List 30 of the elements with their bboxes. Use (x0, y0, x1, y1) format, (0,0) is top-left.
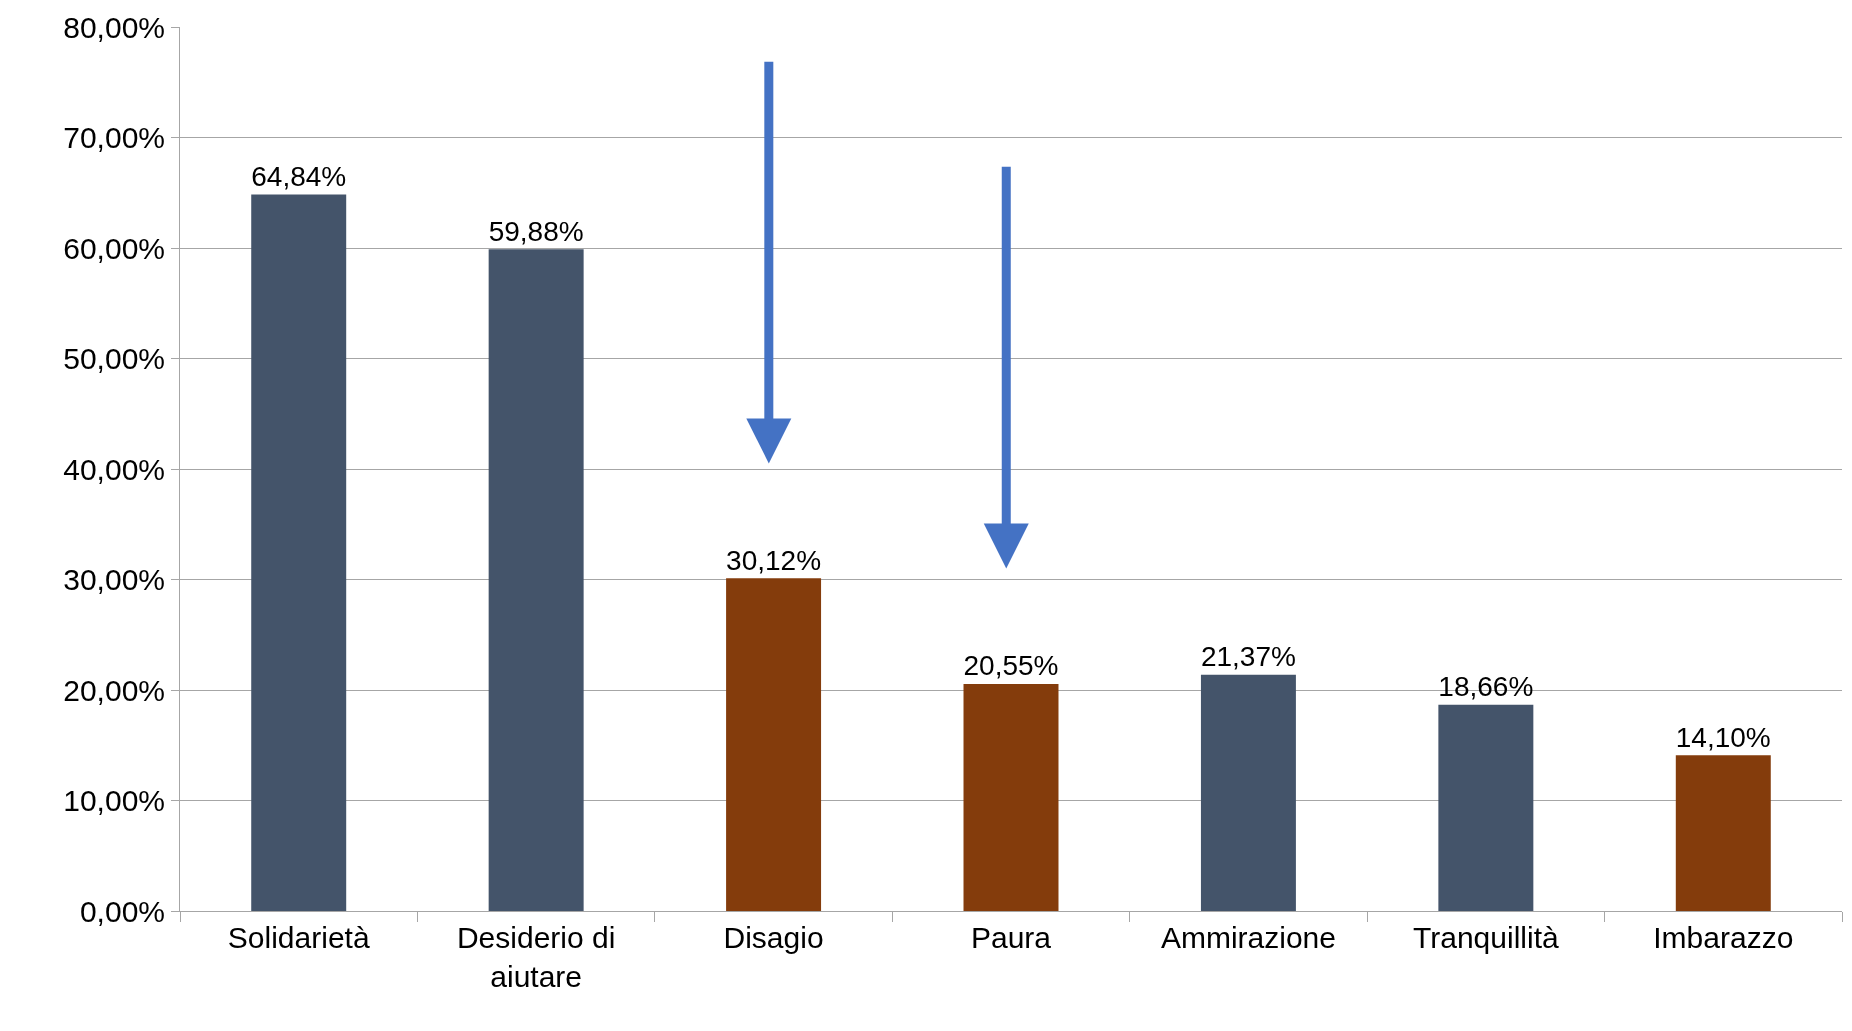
bar (726, 578, 822, 911)
data-label: 59,88% (488, 215, 584, 247)
bar (1438, 704, 1534, 911)
data-label: 21,37% (1200, 641, 1296, 673)
data-label: 30,12% (726, 544, 822, 576)
bar (1675, 755, 1771, 911)
data-label: 18,66% (1438, 671, 1534, 703)
y-tick-label: 70,00% (63, 121, 165, 154)
data-label: 14,10% (1675, 721, 1771, 753)
y-tick-label: 40,00% (63, 452, 165, 486)
y-tick-label: 60,00% (63, 231, 165, 265)
x-tick-label: Paura (970, 921, 1052, 954)
x-tick-label: Imbarazzo (1653, 921, 1794, 954)
y-tick-label: 20,00% (63, 673, 165, 707)
y-tick-label: 30,00% (63, 563, 165, 596)
x-tick-label: Solidarietà (227, 921, 370, 954)
bar (963, 683, 1059, 911)
bar (251, 194, 347, 911)
bar (488, 249, 584, 911)
x-tick-label: Ammirazione (1160, 921, 1336, 954)
x-tick-label: Desiderio di aiutare (456, 921, 616, 993)
data-label: 20,55% (963, 650, 1059, 682)
bar (1200, 674, 1296, 911)
x-tick-label: Disagio (723, 921, 824, 954)
y-tick-label: 80,00% (63, 10, 165, 44)
x-tick-label: Tranquillità (1413, 921, 1559, 954)
y-tick-label: 10,00% (63, 784, 165, 817)
data-label: 64,84% (251, 160, 347, 192)
y-tick-label: 50,00% (63, 342, 165, 375)
y-tick-label: 0,00% (79, 894, 165, 928)
